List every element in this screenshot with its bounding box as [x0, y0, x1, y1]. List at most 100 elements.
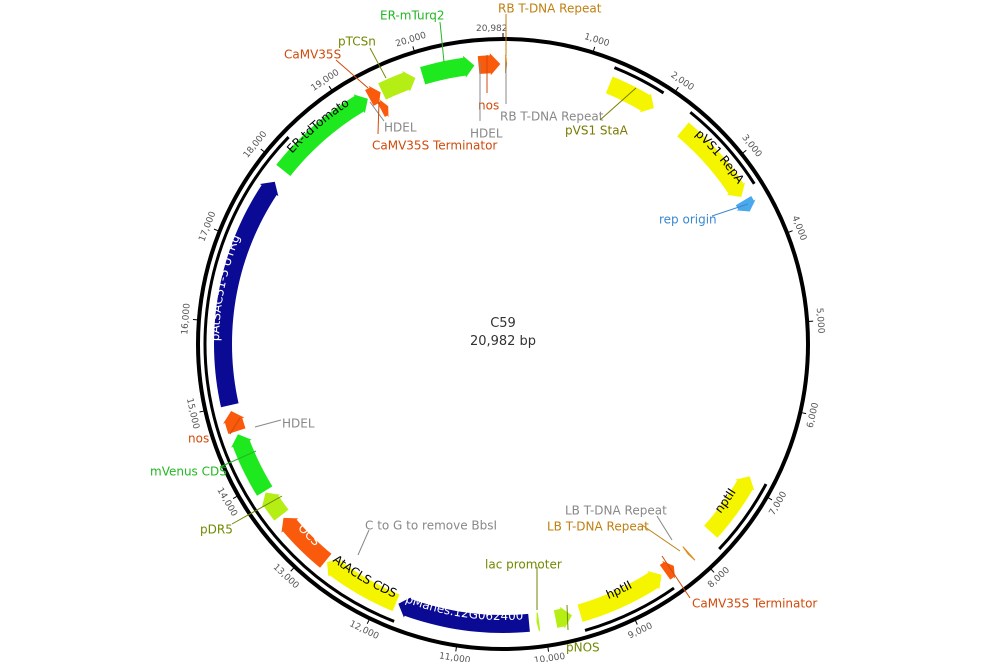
- callout-label[interactable]: ER-mTurq2: [380, 9, 445, 23]
- tick-mark: [412, 46, 415, 52]
- feature-camv35s-terminator[interactable]: [659, 560, 676, 580]
- callout-lb-t-dna-repeat[interactable]: LB T-DNA Repeat: [565, 504, 673, 541]
- feature-arrow[interactable]: [659, 560, 676, 580]
- feature-arrow[interactable]: [477, 53, 501, 76]
- feature-arrow[interactable]: [276, 94, 368, 176]
- callout-hdel[interactable]: HDEL: [254, 417, 315, 431]
- callout-camv35s-terminator[interactable]: CaMV35S Terminator: [661, 555, 817, 611]
- feature-pdr5[interactable]: [261, 492, 289, 521]
- feature-arrow[interactable]: [677, 122, 746, 198]
- callout-leader-line: [656, 515, 673, 541]
- tick-label: 4,000: [789, 214, 808, 242]
- feature-pvs1-staa[interactable]: [605, 76, 654, 113]
- callout-lb-t-dna-repeat[interactable]: LB T-DNA Repeat: [547, 520, 681, 552]
- callout-label[interactable]: pTCSn: [338, 35, 376, 49]
- feature-arrow[interactable]: [223, 410, 246, 434]
- callout-label[interactable]: pDR5: [200, 523, 233, 537]
- feature-lb-t-dna-repeat[interactable]: [681, 545, 696, 562]
- tick-mark: [232, 495, 238, 499]
- feature-arrow[interactable]: [735, 195, 756, 212]
- feature-arrow[interactable]: [231, 434, 273, 496]
- callout-hdel[interactable]: HDEL: [470, 62, 503, 141]
- feature-arrow[interactable]: [377, 99, 389, 118]
- feature-nos[interactable]: [223, 410, 246, 434]
- feature-camv35s[interactable]: [365, 85, 381, 106]
- feature-arrow[interactable]: [420, 55, 475, 85]
- feature-er-mturq2[interactable]: [420, 55, 475, 85]
- feature-er-tdtomato[interactable]: ER-tdTomato: [276, 94, 368, 176]
- feature-mvenus-cds[interactable]: [231, 434, 273, 496]
- sequence-arc: [613, 66, 665, 95]
- callout-label[interactable]: LB T-DNA Repeat: [565, 504, 667, 518]
- feature-pmanes-12g062400[interactable]: pManes.12G062400: [398, 592, 530, 633]
- callout-label[interactable]: RB T-DNA Repeat: [498, 2, 602, 16]
- callout-leader-line: [254, 419, 282, 428]
- feature-arrow[interactable]: [681, 545, 696, 562]
- callout-lac-promoter[interactable]: lac promoter: [485, 558, 562, 611]
- callout-pnos[interactable]: pNOS: [566, 604, 600, 655]
- callout-label[interactable]: CaMV35S: [284, 48, 341, 62]
- callout-label[interactable]: nos: [478, 99, 499, 113]
- callout-mvenus-cds[interactable]: mVenus CDS: [150, 450, 257, 479]
- feature-arrow[interactable]: [378, 71, 416, 100]
- callout-er-mturq2[interactable]: ER-mTurq2: [380, 9, 445, 63]
- callout-label[interactable]: RB T-DNA Repeat: [500, 110, 604, 124]
- callout-label[interactable]: pNOS: [566, 641, 600, 655]
- feature-ptcsn[interactable]: [378, 71, 416, 100]
- feature-arrow[interactable]: [365, 85, 381, 106]
- feature-arrow[interactable]: [553, 606, 572, 629]
- tick-label: 20,000: [394, 31, 427, 50]
- tick-mark: [767, 497, 773, 501]
- feature-arrow[interactable]: [398, 596, 530, 633]
- tick-mark: [742, 149, 747, 154]
- callout-leader-line: [231, 495, 283, 525]
- callout-nos[interactable]: nos: [188, 417, 241, 446]
- callout-ptcsn[interactable]: pTCSn: [338, 35, 387, 79]
- callout-c-to-g-to-remove-bbsi[interactable]: C to G to remove BbsI: [357, 519, 497, 556]
- callout-pvs1-staa[interactable]: pVS1 StaA: [565, 87, 637, 138]
- callout-leader-line: [369, 47, 387, 79]
- callout-rep-origin[interactable]: rep origin: [659, 203, 749, 227]
- tick-label: 9,000: [627, 621, 655, 641]
- callout-rb-t-dna-repeat[interactable]: RB T-DNA Repeat: [500, 62, 604, 124]
- callout-label[interactable]: lac promoter: [485, 558, 562, 572]
- feature-patsac51-5-utrg[interactable]: pAtSAC51-5'UTRg: [208, 179, 279, 408]
- feature-rep-origin[interactable]: [735, 195, 756, 212]
- callout-leader-line: [377, 101, 380, 135]
- feature-arrow[interactable]: [577, 570, 662, 622]
- tick-label: 7,000: [768, 490, 790, 518]
- feature-arrow[interactable]: [261, 492, 289, 521]
- feature-arrow[interactable]: [327, 559, 400, 612]
- tick-label: 5,000: [814, 307, 826, 334]
- callout-camv35s[interactable]: CaMV35S: [284, 48, 369, 89]
- callout-label[interactable]: C to G to remove BbsI: [365, 519, 497, 533]
- callout-label[interactable]: HDEL: [282, 417, 315, 431]
- callout-label[interactable]: CaMV35S Terminator: [692, 597, 817, 611]
- feature-nos[interactable]: [477, 53, 501, 76]
- callout-leader-line: [599, 87, 637, 121]
- callout-rb-t-dna-repeat[interactable]: RB T-DNA Repeat: [498, 2, 602, 57]
- callout-label[interactable]: nos: [188, 432, 209, 446]
- callout-leader-line: [711, 203, 749, 217]
- feature-arrow[interactable]: [214, 181, 279, 408]
- feature-hptii[interactable]: hptII: [577, 570, 662, 622]
- feature-arrow[interactable]: [704, 476, 755, 538]
- callout-label[interactable]: LB T-DNA Repeat: [547, 520, 649, 534]
- callout-label[interactable]: HDEL: [384, 121, 417, 135]
- feature-arrow[interactable]: [605, 76, 654, 113]
- callout-label[interactable]: CaMV35S Terminator: [372, 139, 497, 153]
- callout-label[interactable]: HDEL: [470, 127, 503, 141]
- callout-nos[interactable]: nos: [478, 55, 499, 113]
- callout-camv35s-terminator[interactable]: CaMV35S Terminator: [372, 101, 497, 153]
- callout-hdel[interactable]: HDEL: [369, 101, 417, 135]
- callout-pdr5[interactable]: pDR5: [200, 495, 283, 537]
- callout-label[interactable]: mVenus CDS: [150, 465, 227, 479]
- callout-label[interactable]: rep origin: [659, 213, 717, 227]
- feature-camv35s-terminator[interactable]: [377, 99, 389, 118]
- feature-lac-promoter[interactable]: [536, 610, 541, 633]
- feature-arrow[interactable]: [536, 610, 541, 633]
- feature-pnos[interactable]: [553, 606, 572, 629]
- callout-label[interactable]: pVS1 StaA: [565, 124, 629, 138]
- feature-arrow[interactable]: [281, 517, 332, 568]
